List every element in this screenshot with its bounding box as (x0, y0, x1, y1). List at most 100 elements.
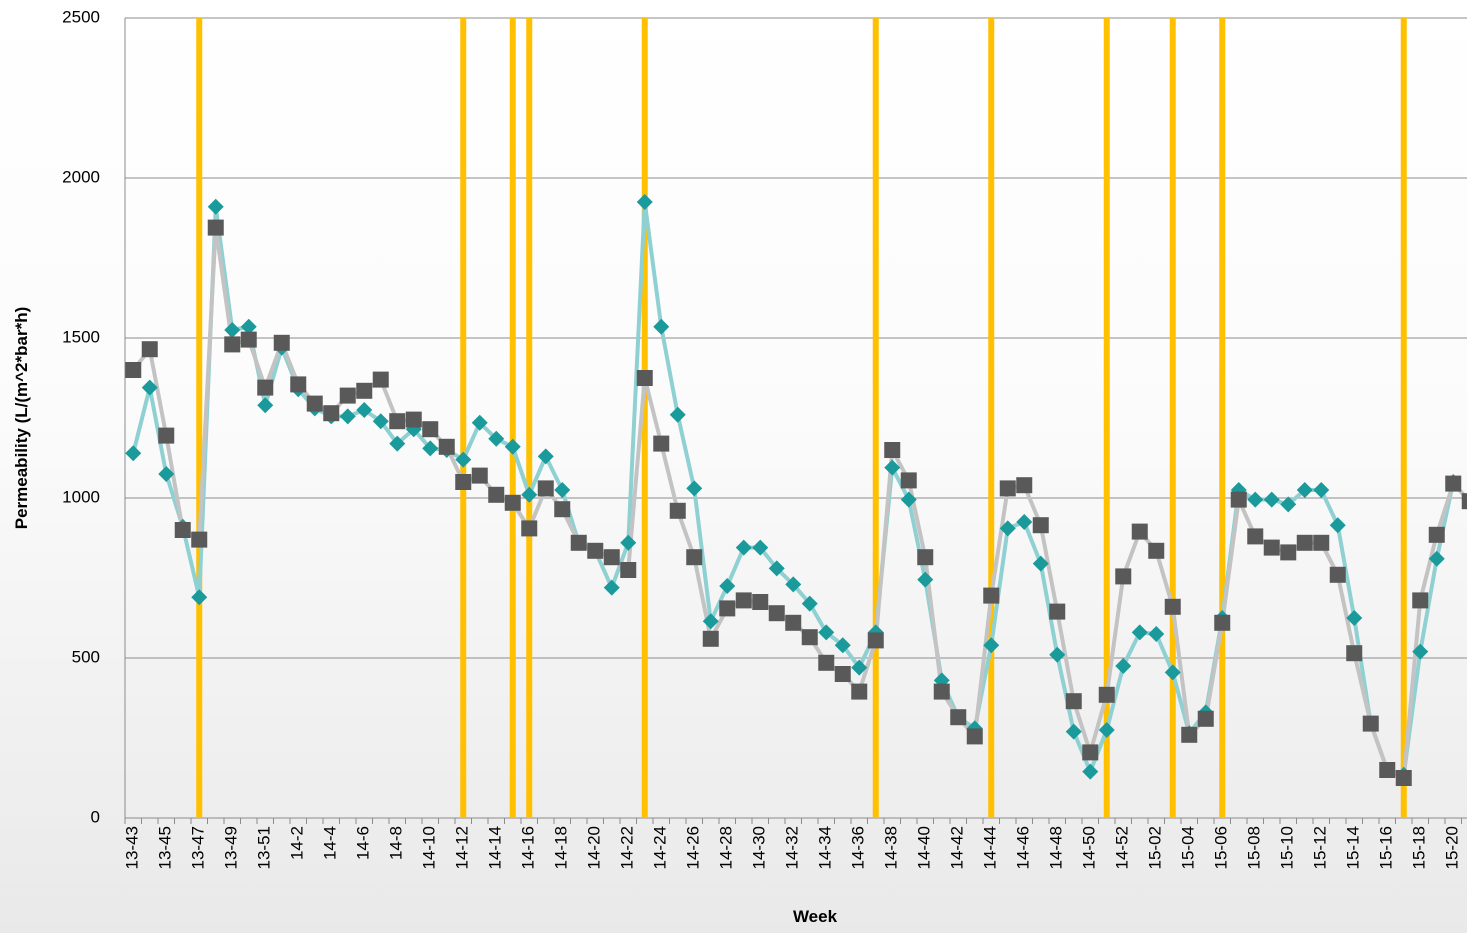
y-tick-label: 500 (72, 647, 100, 666)
diamond-marker (1148, 626, 1165, 642)
diamond-marker (339, 408, 356, 425)
square-marker (785, 614, 802, 631)
diamond-marker (669, 406, 686, 423)
square-marker (1049, 603, 1066, 620)
square-marker (999, 480, 1016, 497)
square-marker (818, 654, 835, 671)
diamond-marker (1115, 658, 1132, 674)
diamond-marker (752, 539, 769, 556)
x-tick-label: 14-8 (387, 826, 406, 860)
diamond-marker (158, 466, 175, 482)
diamond-marker (719, 578, 736, 594)
square-marker (1313, 534, 1330, 551)
diamond-marker (125, 445, 142, 462)
x-tick-label: 14-46 (1014, 826, 1033, 869)
square-marker (867, 632, 884, 649)
square-marker (257, 379, 274, 396)
square-marker (1016, 477, 1033, 494)
square-marker (669, 502, 686, 519)
square-marker (339, 387, 356, 404)
square-marker (405, 411, 422, 428)
x-tick-label: 14-2 (288, 826, 307, 860)
diamond-marker (471, 414, 488, 431)
y-tick-label: 1500 (62, 327, 100, 346)
square-marker (1346, 645, 1363, 662)
x-tick-label: 14-10 (420, 826, 439, 869)
x-tick-label: 14-44 (981, 826, 1000, 869)
square-marker (686, 549, 703, 566)
square-marker (1428, 526, 1445, 543)
diamond-marker (1346, 610, 1363, 626)
diamond-marker (686, 480, 703, 497)
diamond-marker (983, 637, 1000, 654)
square-marker (438, 438, 455, 455)
x-tick-label: 15-14 (1344, 826, 1363, 869)
diamond-marker (537, 448, 554, 465)
diamond-marker (1032, 555, 1049, 572)
x-tick-label: 15-16 (1377, 826, 1396, 869)
square-marker (158, 427, 175, 444)
diamond-marker (636, 194, 653, 210)
diamond-marker (191, 589, 208, 606)
square-marker (570, 534, 587, 551)
x-tick-label: 15-06 (1212, 826, 1231, 869)
square-marker (356, 382, 373, 399)
square-marker (504, 494, 521, 511)
square-marker (900, 472, 917, 489)
x-tick-label: 15-18 (1410, 826, 1429, 869)
square-marker (372, 371, 389, 388)
diamond-marker (801, 595, 818, 612)
diamond-marker (455, 451, 472, 468)
x-tick-label: 14-6 (354, 826, 373, 860)
x-tick-label: 13-43 (123, 826, 142, 869)
square-marker (191, 531, 208, 548)
x-tick-label: 14-52 (1113, 826, 1132, 869)
square-marker (1263, 539, 1280, 556)
x-tick-label: 15-12 (1311, 826, 1330, 869)
square-marker (174, 522, 191, 538)
square-marker (1230, 491, 1247, 508)
x-tick-label: 14-50 (1080, 826, 1099, 869)
square-marker (125, 362, 142, 378)
square-marker (290, 376, 307, 393)
x-tick-label: 14-36 (849, 826, 868, 869)
square-marker (323, 405, 340, 422)
diamond-marker (1049, 646, 1066, 663)
diamond-marker (356, 402, 373, 418)
x-tick-label: 14-4 (321, 826, 340, 860)
square-marker (389, 413, 406, 430)
x-tick-label: 14-18 (552, 826, 571, 869)
square-marker (207, 219, 224, 236)
square-marker (1329, 566, 1346, 583)
diamond-marker (207, 198, 224, 215)
square-marker (1082, 744, 1099, 761)
square-marker (851, 683, 868, 700)
square-marker (719, 600, 736, 617)
diamond-marker (900, 491, 917, 508)
square-marker (1445, 475, 1462, 492)
y-tick-label: 0 (91, 807, 100, 826)
square-marker (1412, 592, 1429, 609)
diamond-marker (422, 440, 439, 457)
y-tick-label: 2000 (62, 167, 100, 186)
square-marker (537, 480, 554, 497)
x-tick-label: 15-08 (1245, 826, 1264, 869)
square-marker (1461, 493, 1467, 510)
square-marker (752, 594, 769, 610)
x-tick-label: 14-26 (684, 826, 703, 869)
diamond-marker (702, 613, 719, 630)
x-tick-label: 13-51 (255, 826, 274, 869)
square-marker (735, 592, 752, 609)
square-marker (702, 630, 719, 647)
square-marker (1362, 715, 1379, 732)
square-marker (834, 666, 851, 682)
square-marker (1164, 598, 1181, 615)
diamond-marker (1428, 550, 1445, 567)
square-marker (224, 336, 241, 353)
diamond-marker (521, 486, 538, 503)
square-marker (488, 486, 505, 503)
diamond-marker (1131, 624, 1148, 641)
